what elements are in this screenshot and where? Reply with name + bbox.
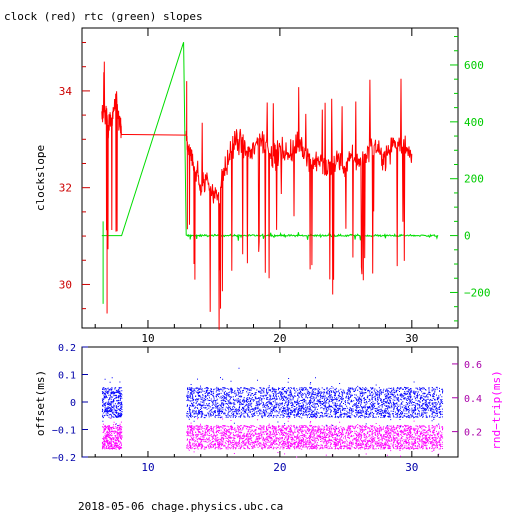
bottom-axis-ticks: 10 20 30 −0.2 −0.1 0 0.1 0.2 0.2 0.4 0.6 [52, 343, 482, 474]
top-y2-tick-label: −200 [464, 286, 491, 299]
bottom-y-tick-label: 0.2 [58, 343, 76, 354]
bottom-y2-tick-label: 0.4 [464, 394, 482, 405]
top-y-tick-label: 32 [59, 182, 72, 195]
top-x-tick-label: 10 [141, 332, 154, 345]
top-plot-frame [81, 27, 459, 329]
top-x-tick-label: 30 [405, 332, 418, 345]
top-x-tick-label: 20 [273, 332, 286, 345]
bottom-y-axis-label: offset(ms) [34, 370, 47, 436]
top-y-tick-label: 34 [59, 85, 73, 98]
bottom-y2-tick-label: 0.6 [464, 360, 482, 371]
footer-text: 2018-05-06 chage.physics.ubc.ca [78, 500, 283, 512]
top-y2-tick-label: 600 [464, 59, 484, 72]
top-axis-ticks: 10 20 30 30 32 34 −200 0 200 400 600 [59, 28, 491, 345]
top-y2-tick-label: 400 [464, 116, 484, 129]
bottom-x-tick-label: 10 [141, 461, 154, 474]
bottom-y-tick-label: −0.2 [52, 453, 76, 464]
roundtrip-points [101, 409, 444, 458]
top-y2-tick-label: 0 [464, 230, 471, 243]
bottom-y-tick-label: 0 [70, 398, 76, 409]
top-y-tick-label: 30 [59, 278, 72, 291]
clock-series-line [101, 61, 413, 330]
bottom-y-tick-label: 0.1 [58, 371, 76, 382]
bottom-y2-tick-label: 0.2 [464, 428, 482, 439]
chart-title: clock (red) rtc (green) slopes [4, 10, 203, 23]
top-y-axis-label: clockslope [34, 145, 47, 211]
top-y2-tick-label: 200 [464, 173, 484, 186]
top-series-layer [101, 42, 439, 330]
rtc-series-line [101, 42, 439, 241]
bottom-y-tick-label: −0.1 [52, 426, 76, 437]
bottom-x-tick-label: 20 [273, 461, 286, 474]
bottom-series-layer [101, 367, 444, 458]
bottom-y2-axis-label: rnd−trip(ms) [490, 370, 503, 449]
bottom-x-tick-label: 30 [405, 461, 418, 474]
